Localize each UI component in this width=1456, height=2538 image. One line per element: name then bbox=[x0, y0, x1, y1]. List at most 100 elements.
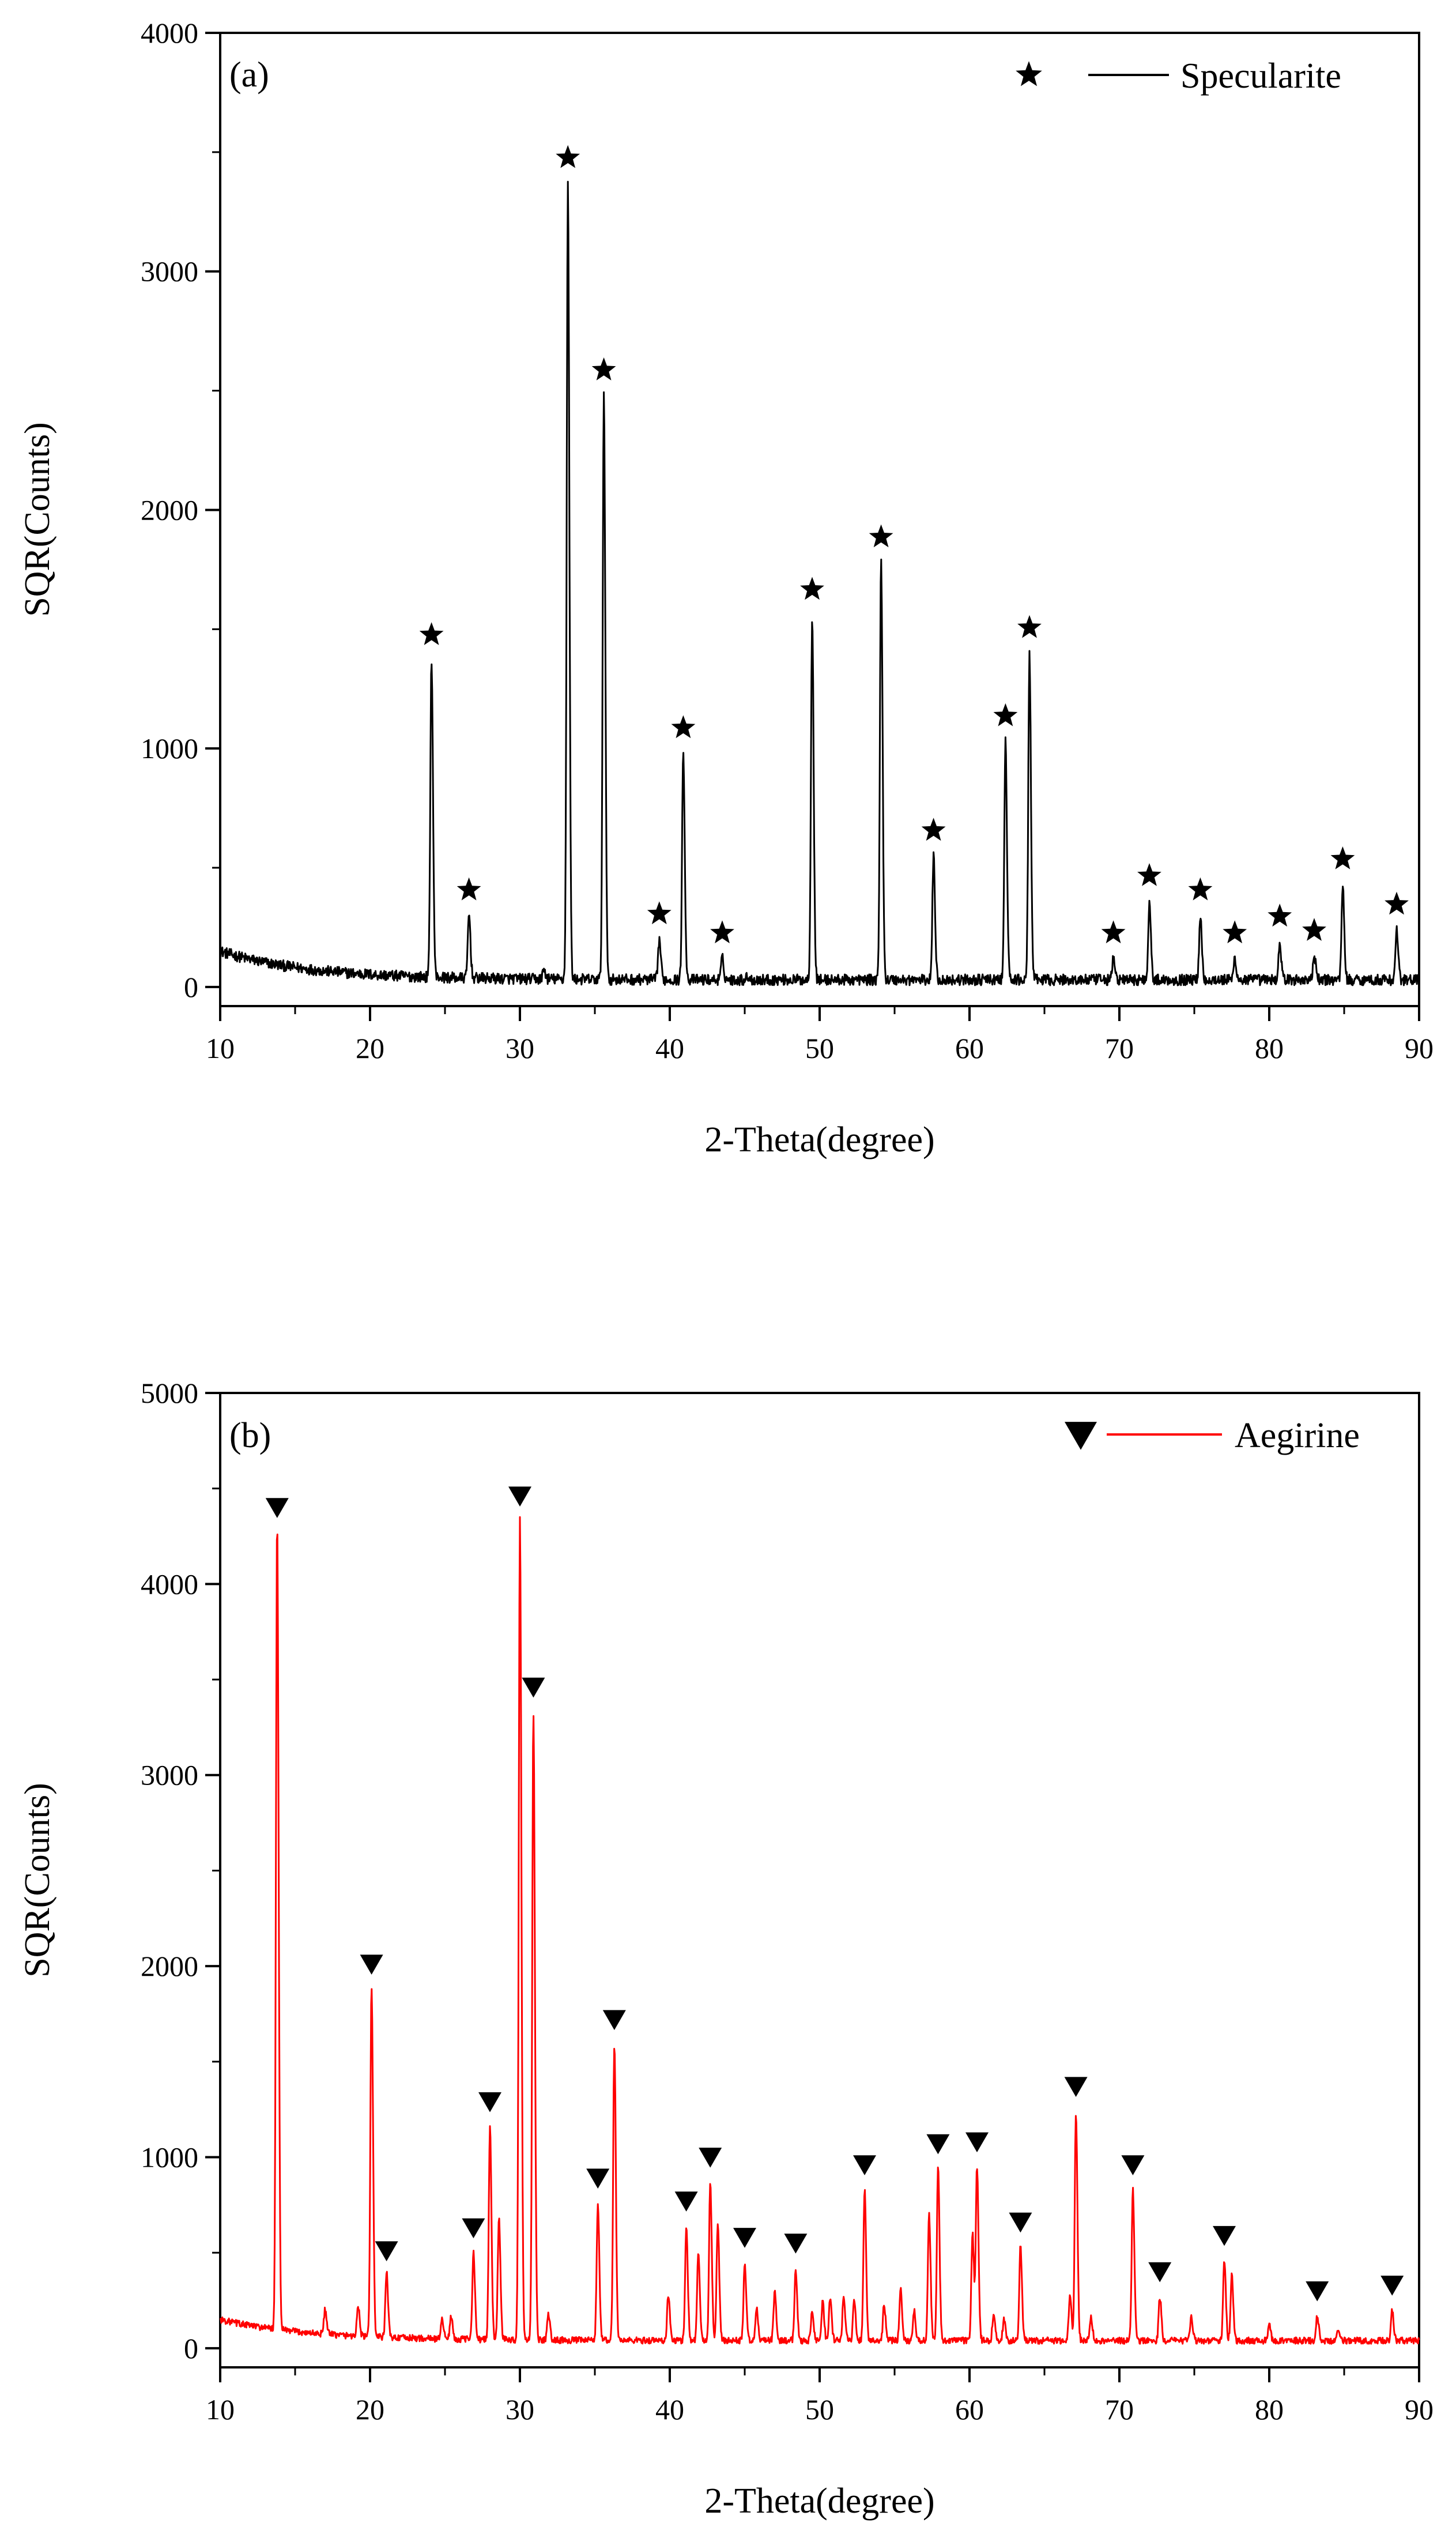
star-marker bbox=[921, 818, 946, 841]
star-marker bbox=[419, 622, 444, 645]
y-axis: 0 1000 2000 3000 4000 bbox=[141, 17, 220, 1003]
y-tick-label: 1000 bbox=[141, 732, 198, 765]
y-tick-label: 3000 bbox=[141, 255, 198, 288]
y-tick-label: 0 bbox=[184, 2332, 198, 2364]
panel-a: (a) 10 20 30 40 50 60 70 80 90 0 1000 2000 3000 4000… bbox=[18, 17, 1434, 1159]
star-marker bbox=[1017, 615, 1042, 638]
y-tick-label: 4000 bbox=[141, 17, 198, 49]
star-marker bbox=[457, 877, 481, 901]
x-tick-label: 90 bbox=[1405, 1032, 1434, 1064]
star-marker bbox=[1188, 877, 1213, 901]
y-axis: 0 1000 2000 3000 4000 5000 bbox=[141, 1377, 220, 2364]
star-icon bbox=[1016, 61, 1042, 86]
star-marker bbox=[1302, 918, 1326, 941]
panel-label: (a) bbox=[229, 55, 269, 95]
triangle-marker bbox=[478, 2092, 501, 2113]
x-tick-label: 80 bbox=[1255, 2393, 1284, 2426]
triangle-marker bbox=[853, 2155, 876, 2175]
legend-triangle-marker bbox=[1065, 1422, 1097, 1450]
x-tick-label: 60 bbox=[955, 1032, 984, 1064]
panel-label: (b) bbox=[229, 1416, 271, 1455]
x-tick-label: 10 bbox=[206, 1032, 235, 1064]
triangle-marker bbox=[926, 2134, 950, 2155]
triangle-marker bbox=[784, 2234, 808, 2254]
triangle-marker bbox=[602, 2010, 626, 2030]
x-tick-label: 10 bbox=[206, 2393, 235, 2426]
triangle-marker bbox=[1121, 2155, 1145, 2175]
star-marker bbox=[1330, 846, 1355, 869]
y-tick-label: 3000 bbox=[141, 1759, 198, 1791]
y-axis-title: SQR(Counts) bbox=[18, 422, 57, 617]
series-layer bbox=[219, 1516, 1420, 2345]
triangle-marker bbox=[508, 1486, 531, 1507]
series-line-aegirine bbox=[219, 1516, 1420, 2345]
x-tick-label: 70 bbox=[1105, 1032, 1134, 1064]
star-marker bbox=[1268, 903, 1292, 927]
star-marker bbox=[869, 524, 893, 548]
triangle-marker bbox=[674, 2191, 698, 2212]
plot-frame bbox=[219, 32, 1420, 1007]
legend: Specularite bbox=[1016, 57, 1341, 96]
legend-star-marker bbox=[1016, 61, 1042, 86]
x-tick-label: 80 bbox=[1255, 1032, 1284, 1064]
y-tick-label: 0 bbox=[184, 971, 198, 1003]
y-tick-label: 2000 bbox=[141, 1950, 198, 1982]
triangle-marker bbox=[699, 2147, 722, 2168]
triangle-marker bbox=[375, 2241, 398, 2261]
x-tick-label: 30 bbox=[506, 1032, 534, 1064]
series-layer bbox=[220, 180, 1420, 986]
legend-label: Specularite bbox=[1180, 57, 1341, 96]
x-tick-label: 70 bbox=[1105, 2393, 1134, 2426]
star-marker bbox=[800, 577, 824, 600]
x-tick-label: 30 bbox=[506, 2393, 534, 2426]
y-axis-title: SQR(Counts) bbox=[18, 1783, 57, 1978]
star-marker bbox=[671, 715, 696, 739]
x-tick-label: 20 bbox=[356, 2393, 384, 2426]
x-tick-label: 40 bbox=[655, 2393, 684, 2426]
triangle-marker bbox=[522, 1677, 545, 1698]
triangle-marker bbox=[1064, 2077, 1088, 2097]
y-tick-label: 4000 bbox=[141, 1568, 198, 1600]
triangle-marker bbox=[1213, 2226, 1236, 2246]
y-tick-label: 1000 bbox=[141, 2141, 198, 2173]
triangle-marker bbox=[1380, 2275, 1404, 2296]
series-line-specularite bbox=[220, 180, 1420, 986]
x-axis: 10 20 30 40 50 60 70 80 90 bbox=[206, 2367, 1434, 2426]
triangle-marker bbox=[965, 2132, 989, 2153]
x-axis: 10 20 30 40 50 60 70 80 90 bbox=[206, 1006, 1434, 1064]
star-marker bbox=[993, 703, 1018, 726]
x-tick-label: 90 bbox=[1405, 2393, 1434, 2426]
triangle-marker bbox=[265, 1498, 289, 1518]
x-tick-label: 50 bbox=[805, 2393, 834, 2426]
star-marker bbox=[556, 145, 580, 168]
triangle-icon bbox=[1065, 1422, 1097, 1450]
triangle-marker bbox=[1148, 2262, 1172, 2283]
x-tick-label: 60 bbox=[955, 2393, 984, 2426]
star-marker bbox=[1101, 920, 1126, 944]
triangle-marker bbox=[733, 2228, 756, 2248]
legend: Aegirine bbox=[1065, 1416, 1360, 1455]
peak-markers bbox=[419, 145, 1409, 944]
y-tick-label: 5000 bbox=[141, 1377, 198, 1409]
star-marker bbox=[710, 920, 734, 944]
star-marker bbox=[1137, 863, 1161, 886]
panel-b: (b) 10 20 30 40 50 60 70 80 90 0 1000 2000 3000 4000… bbox=[18, 1377, 1434, 2521]
y-tick-label: 2000 bbox=[141, 494, 198, 526]
triangle-marker bbox=[360, 1955, 383, 1975]
x-axis-title: 2-Theta(degree) bbox=[704, 1120, 934, 1159]
triangle-marker bbox=[462, 2218, 485, 2239]
triangle-marker bbox=[1306, 2281, 1329, 2302]
peak-markers bbox=[265, 1486, 1404, 2302]
star-marker bbox=[647, 901, 672, 924]
triangle-marker bbox=[1009, 2212, 1032, 2233]
star-marker bbox=[1223, 920, 1247, 944]
plot-frame bbox=[219, 1392, 1420, 2368]
legend-label: Aegirine bbox=[1235, 1416, 1360, 1455]
x-tick-label: 50 bbox=[805, 1032, 834, 1064]
x-tick-label: 20 bbox=[356, 1032, 384, 1064]
triangle-marker bbox=[586, 2168, 610, 2189]
star-marker bbox=[1385, 891, 1409, 915]
x-axis-title: 2-Theta(degree) bbox=[704, 2481, 934, 2521]
